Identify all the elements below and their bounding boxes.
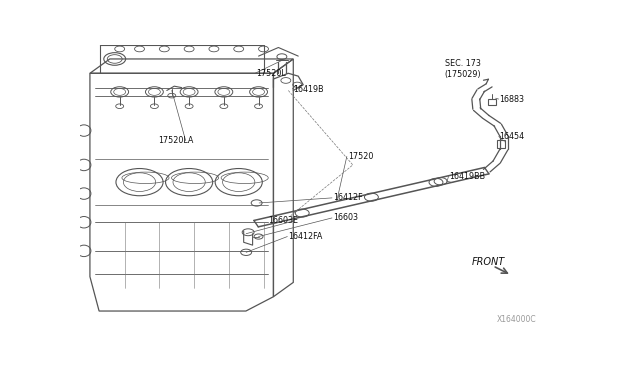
Text: 16419B: 16419B (293, 84, 324, 93)
Text: FRONT: FRONT (472, 257, 505, 267)
Text: SEC. 173
(175029): SEC. 173 (175029) (445, 59, 481, 79)
Text: 17520LA: 17520LA (158, 136, 194, 145)
Bar (488, 99, 495, 105)
Text: X164000C: X164000C (497, 315, 536, 324)
Text: 16412FA: 16412FA (288, 232, 323, 241)
Text: 17520: 17520 (348, 152, 373, 161)
Text: 16412F: 16412F (333, 193, 363, 202)
Text: 16603: 16603 (333, 214, 358, 222)
Text: 16454: 16454 (499, 132, 524, 141)
Bar (497, 140, 504, 148)
Text: 17520L: 17520L (256, 69, 286, 78)
Text: 16883: 16883 (499, 94, 524, 103)
Text: 16419BB: 16419BB (449, 172, 486, 181)
Text: 16603E: 16603E (269, 216, 298, 225)
